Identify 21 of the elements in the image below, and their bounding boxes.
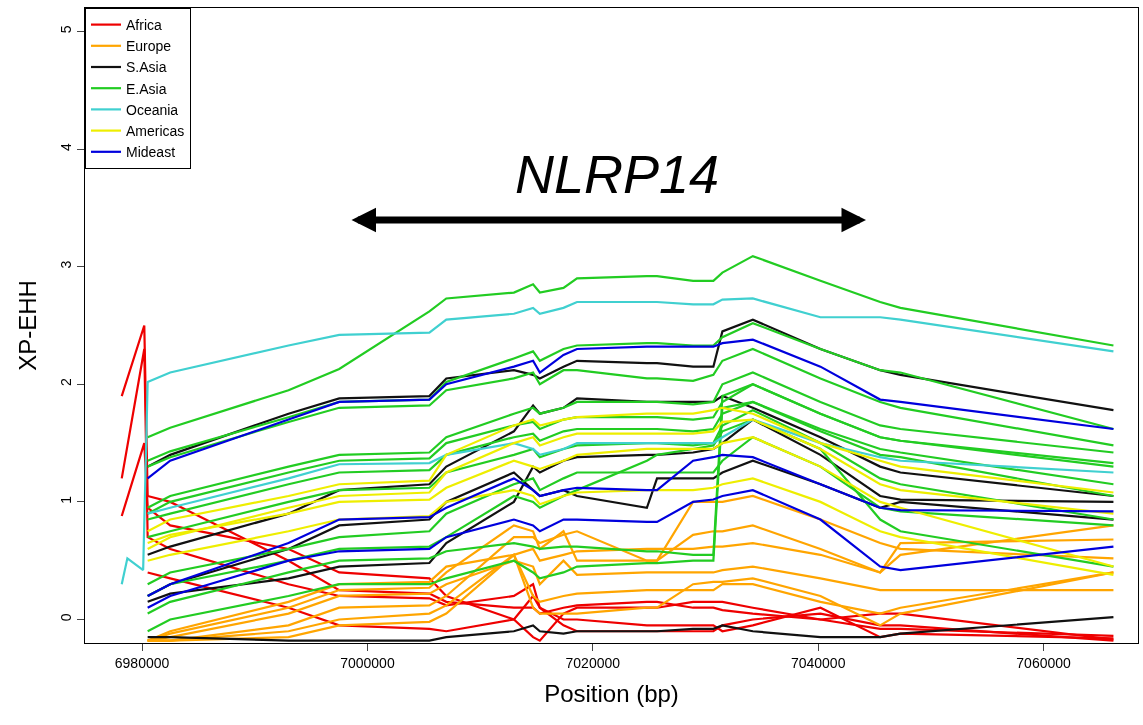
x-tick-label: 7020000 [565, 654, 621, 671]
x-axis-title: Position (bp) [544, 680, 679, 708]
y-tick-label: 5 [58, 25, 75, 34]
legend-label: S.Asia [126, 59, 167, 76]
y-axis-title: XP-EHH [13, 280, 41, 371]
y-tick-label: 4 [58, 142, 75, 151]
y-tick-label: 1 [58, 495, 75, 504]
x-tick-label: 7000000 [340, 654, 395, 671]
legend-label: Europe [126, 38, 172, 55]
legend-label: Africa [126, 17, 162, 34]
legend-label: Americas [126, 123, 185, 140]
y-tick-label: 2 [58, 378, 75, 387]
legend-label: E.Asia [126, 80, 167, 97]
legend-label: Oceania [126, 101, 179, 118]
x-tick-label: 7040000 [790, 654, 846, 671]
x-tick-label: 7060000 [1016, 654, 1072, 671]
legend-label: Mideast [126, 144, 176, 161]
y-tick-label: 3 [58, 260, 75, 269]
x-tick-label: 6980000 [114, 654, 170, 671]
y-tick-label: 0 [58, 613, 75, 622]
annotation: NLRP14 [515, 144, 720, 204]
